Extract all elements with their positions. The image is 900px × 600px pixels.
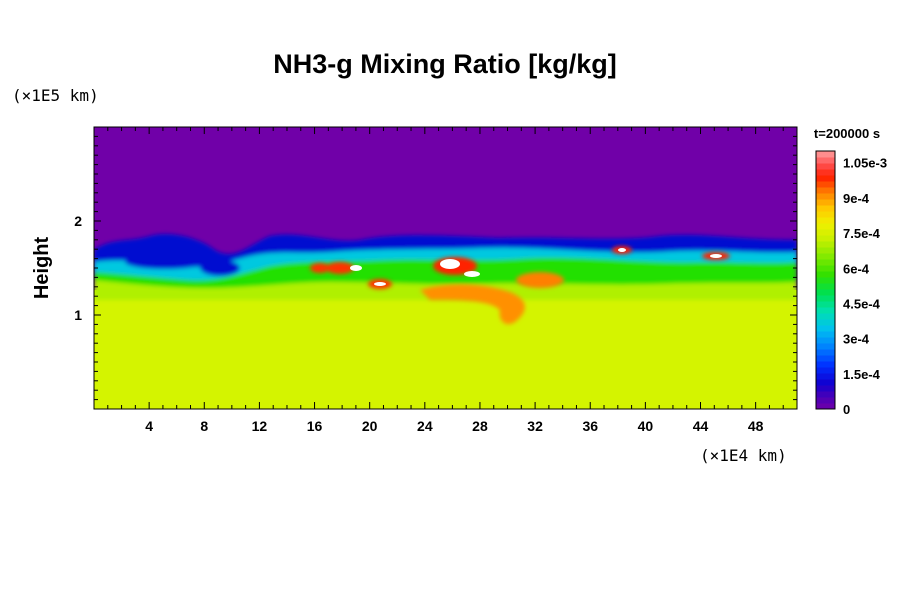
colorbar-swatch [816, 253, 835, 260]
maximum-value-cores [350, 248, 722, 286]
colorbar-label: 0 [843, 402, 850, 417]
colorbar-swatch [816, 385, 835, 392]
x-tick-label: 20 [362, 418, 378, 434]
colorbar-swatch [816, 241, 835, 248]
colorbar-swatch [816, 337, 835, 344]
colorbar-swatch [816, 211, 835, 218]
colorbar-swatch [816, 319, 835, 326]
x-axis-ticks: 4 8 12 16 20 24 28 32 36 40 44 48 [107, 127, 784, 434]
colorbar: 1.05e-3 9e-4 7.5e-4 6e-4 4.5e-4 3e-4 1.5e-4 0 [815, 150, 887, 417]
colorbar-swatch [816, 247, 835, 254]
y-axis-unit: (×1E5 km) [12, 86, 99, 105]
y-tick-label: 1 [74, 307, 82, 323]
x-tick-label: 24 [417, 418, 433, 434]
colorbar-swatch [816, 217, 835, 224]
y-axis-label: Height [31, 237, 53, 300]
colorbar-swatch [816, 343, 835, 350]
y-tick-label: 2 [74, 213, 82, 229]
colorbar-swatch [816, 367, 835, 374]
colorbar-swatch [816, 181, 835, 188]
colorbar-swatch [816, 391, 835, 398]
colorbar-swatch [816, 193, 835, 200]
x-tick-label: 8 [200, 418, 208, 434]
colorbar-swatch [816, 307, 835, 314]
colorbar-swatch [816, 271, 835, 278]
colorbar-frame [815, 150, 836, 410]
colorbar-swatch [816, 223, 835, 230]
colorbar-swatch [816, 175, 835, 182]
colorbar-swatch [816, 373, 835, 380]
colorbar-swatch [816, 151, 835, 158]
x-axis-unit: (×1E4 km) [700, 446, 787, 465]
x-tick-label: 44 [693, 418, 709, 434]
colorbar-label: 4.5e-4 [843, 296, 881, 311]
colorbar-swatch [816, 355, 835, 362]
colorbar-swatch [816, 295, 835, 302]
colorbar-label: 3e-4 [843, 332, 870, 347]
x-tick-label: 12 [252, 418, 268, 434]
colorbar-swatch [816, 157, 835, 164]
chart-title: NH3-g Mixing Ratio [kg/kg] [273, 49, 617, 79]
x-tick-label: 28 [472, 418, 488, 434]
heatmap-plot-area [93, 126, 798, 410]
colorbar-swatch [816, 361, 835, 368]
y-axis-ticks: 12 [74, 135, 797, 401]
colorbar-swatch [816, 289, 835, 296]
colorbar-swatch [816, 205, 835, 212]
colorbar-swatch [816, 313, 835, 320]
colorbar-swatch [816, 403, 835, 410]
x-tick-label: 36 [582, 418, 598, 434]
x-tick-label: 16 [307, 418, 323, 434]
colorbar-swatch [816, 301, 835, 308]
time-label: t=200000 s [814, 126, 880, 141]
x-tick-label: 48 [748, 418, 764, 434]
colorbar-swatch [816, 277, 835, 284]
colorbar-swatch [816, 259, 835, 266]
colorbar-swatch [816, 349, 835, 356]
x-tick-label: 40 [638, 418, 654, 434]
colorbar-swatch [816, 163, 835, 170]
colorbar-swatch [816, 265, 835, 272]
colorbar-swatch [816, 187, 835, 194]
colorbar-label: 1.5e-4 [843, 367, 881, 382]
colorbar-swatch [816, 169, 835, 176]
colorbar-swatch [816, 331, 835, 338]
colorbar-swatch [816, 397, 835, 404]
colorbar-label: 7.5e-4 [843, 226, 881, 241]
colorbar-swatch [816, 229, 835, 236]
colorbar-swatch [816, 235, 835, 242]
colorbar-swatch [816, 283, 835, 290]
colorbar-swatch [816, 379, 835, 386]
colorbar-swatch [816, 325, 835, 332]
colorbar-label: 1.05e-3 [843, 156, 887, 171]
x-tick-label: 32 [527, 418, 543, 434]
x-tick-label: 4 [145, 418, 153, 434]
lower-layer-field [94, 290, 797, 409]
colorbar-swatch [816, 199, 835, 206]
colorbar-label: 9e-4 [843, 191, 870, 206]
colorbar-label: 6e-4 [843, 261, 870, 276]
